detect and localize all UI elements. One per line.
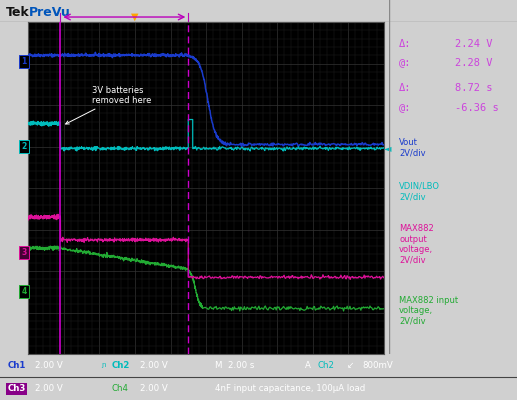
Text: VDIN/LBO
2V/div: VDIN/LBO 2V/div: [399, 182, 440, 201]
Text: Δ:: Δ:: [399, 83, 412, 93]
Text: MAX882 input
voltage,
2V/div: MAX882 input voltage, 2V/div: [399, 296, 458, 326]
Text: 4: 4: [21, 287, 27, 296]
Text: 8.72 s: 8.72 s: [455, 83, 493, 93]
Text: 800mV: 800mV: [362, 361, 392, 370]
Text: ↙: ↙: [346, 361, 354, 370]
Text: Tek: Tek: [6, 6, 29, 18]
Text: ɲ: ɲ: [101, 362, 105, 368]
Text: 2.28 V: 2.28 V: [455, 58, 493, 68]
Text: @:: @:: [399, 58, 412, 68]
Text: Δ:: Δ:: [399, 38, 412, 48]
Text: 2.00 V: 2.00 V: [35, 361, 63, 370]
Text: Ch1: Ch1: [8, 361, 26, 370]
Text: ◄: ◄: [384, 144, 391, 154]
Text: Vout
2V/div: Vout 2V/div: [399, 138, 425, 158]
Text: 1: 1: [21, 57, 27, 66]
Text: M  2.00 s: M 2.00 s: [215, 361, 254, 370]
Text: Ch2: Ch2: [318, 361, 335, 370]
Text: 4nF input capacitance, 100µA load: 4nF input capacitance, 100µA load: [215, 384, 365, 394]
Text: Ch4: Ch4: [111, 384, 128, 394]
Text: Ch2: Ch2: [111, 361, 130, 370]
Text: 2.00 V: 2.00 V: [140, 384, 168, 394]
Text: 2.00 V: 2.00 V: [140, 361, 168, 370]
Text: Ch3: Ch3: [8, 384, 26, 394]
Text: -6.36 s: -6.36 s: [455, 103, 499, 113]
Text: 3: 3: [21, 248, 27, 257]
Text: 2: 2: [21, 142, 27, 151]
Text: A: A: [305, 361, 311, 370]
Text: 3V batteries
removed here: 3V batteries removed here: [66, 86, 152, 124]
Text: MAX882
output
voltage,
2V/div: MAX882 output voltage, 2V/div: [399, 224, 434, 264]
Text: @:: @:: [399, 103, 412, 113]
Text: PreVu: PreVu: [29, 6, 71, 18]
Text: 2.24 V: 2.24 V: [455, 38, 493, 48]
Text: 2.00 V: 2.00 V: [35, 384, 63, 394]
Text: ▼: ▼: [131, 12, 139, 22]
